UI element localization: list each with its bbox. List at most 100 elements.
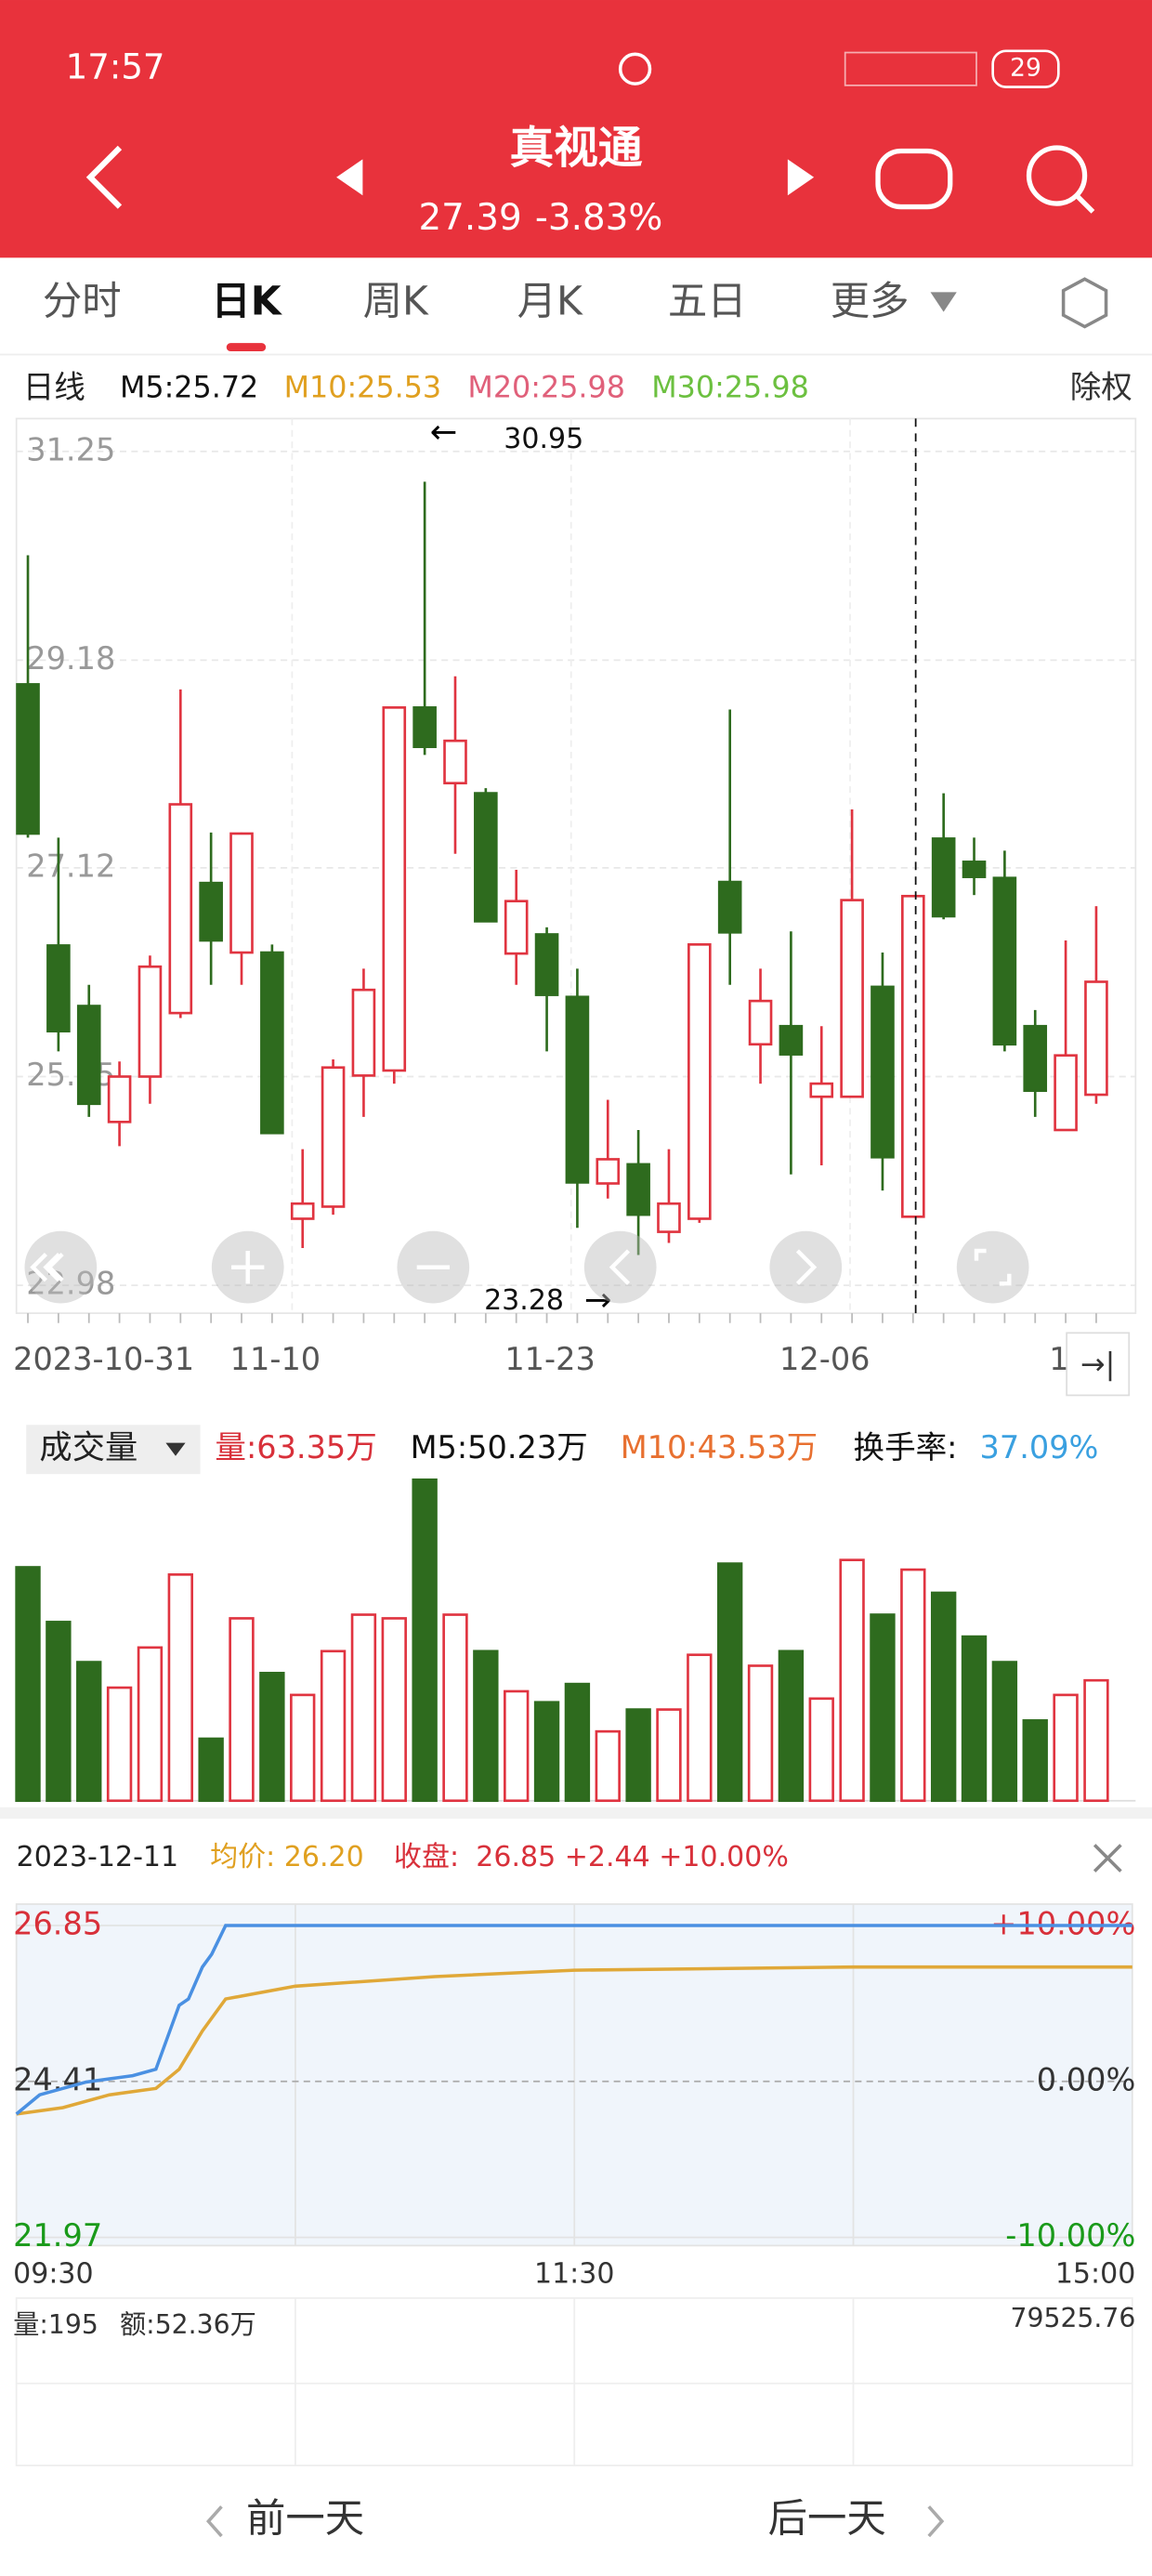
prev-stock[interactable] [336, 159, 363, 196]
next-day[interactable]: 后一天 [768, 2496, 886, 2542]
candle-body [1054, 1054, 1078, 1132]
low-label: 23.28 [484, 1284, 564, 1317]
stock-name: 真视通 [509, 124, 642, 175]
scroll-right[interactable] [769, 1230, 843, 1304]
candle-body [76, 1005, 101, 1106]
y-tick-label: 29.18 [26, 640, 115, 677]
kline-candles [16, 481, 1108, 1255]
adjust-button[interactable]: 除权 [1070, 369, 1132, 405]
fullscreen[interactable] [956, 1230, 1029, 1304]
volume-bar [961, 1635, 988, 1803]
candle-body [534, 933, 559, 996]
pct-label: 0.00% [1037, 2061, 1136, 2097]
x-tick-label: 11-23 [504, 1341, 595, 1377]
candle-body [779, 1024, 804, 1056]
volume-bar [15, 1566, 41, 1803]
ma30: M30:25.98 [651, 371, 809, 405]
tab[interactable]: 五日 [668, 278, 747, 323]
intraday-volume-grid [16, 2297, 1132, 2466]
volume-bar [350, 1613, 377, 1803]
close-button[interactable] [1093, 1844, 1122, 1873]
volume-bar [381, 1617, 407, 1803]
turnover-label: 换手率: [854, 1429, 958, 1465]
volume-bar [320, 1649, 347, 1803]
candle-body [717, 880, 742, 934]
tab[interactable]: 更多 [831, 278, 910, 323]
volume-bar [412, 1478, 438, 1803]
volume-bar [167, 1573, 193, 1803]
avg-line [16, 1965, 1132, 2116]
x-tick-label: 2023-10-31 [13, 1341, 194, 1377]
candle-body [565, 995, 590, 1184]
jump-latest[interactable] [1066, 1332, 1131, 1397]
prev-day[interactable]: 前一天 [246, 2496, 364, 2542]
y-tick-label: 31.25 [26, 431, 115, 467]
stock-price: 27.39 [418, 197, 521, 239]
jump-icon: →| [1080, 1347, 1115, 1382]
volume-bar [1053, 1693, 1079, 1803]
volume-bar [656, 1708, 682, 1803]
tab[interactable]: 月K [517, 278, 583, 323]
volume-bar [46, 1621, 72, 1803]
intraday-vol-max: 79525.76 [1011, 2303, 1136, 2333]
candle-body [229, 832, 254, 954]
volume-bar [290, 1693, 316, 1803]
candle-body [443, 739, 467, 785]
candle-body [931, 837, 956, 918]
next-stock[interactable] [787, 159, 815, 196]
candle-body [901, 894, 925, 1218]
candle-body [657, 1202, 681, 1233]
high-label: 30.95 [504, 423, 583, 455]
volume-bar [473, 1649, 499, 1803]
header-bg [0, 0, 1152, 258]
volume-bar [137, 1646, 164, 1803]
candle-body [871, 985, 895, 1159]
candle-body [137, 965, 163, 1078]
battery [991, 49, 1060, 88]
kline-label: 日线 [23, 369, 85, 405]
zoom-left[interactable] [24, 1230, 98, 1304]
candle-body [840, 899, 864, 1098]
volume-bar [778, 1649, 805, 1803]
tab[interactable]: 分时 [43, 278, 122, 323]
tab[interactable]: 周K [363, 278, 429, 323]
search-button[interactable] [1026, 145, 1088, 206]
volume-bar [76, 1661, 102, 1803]
volume-label: 成交量 [39, 1429, 137, 1467]
control-icons [30, 1248, 1012, 1286]
intraday-close: 26.85 +2.44 +10.00% [476, 1841, 789, 1873]
volume-bar [564, 1682, 591, 1803]
tab-indicator [226, 343, 267, 352]
volume-bar [991, 1661, 1018, 1803]
signal-icons [844, 51, 977, 86]
candle-body [1023, 1024, 1048, 1092]
volume-bar [229, 1617, 255, 1803]
volume-bar [198, 1737, 224, 1803]
tab[interactable]: 日K [211, 278, 282, 323]
x-tick-label: 12-06 [779, 1341, 870, 1377]
low-arrow: → [584, 1281, 612, 1320]
indicator-arrow [165, 1442, 186, 1456]
candle-body [260, 951, 284, 1135]
candle-body [962, 861, 987, 878]
tab-bar: 分时 日K 周K 月K 五日 更多 [43, 278, 910, 352]
volume-bar [106, 1686, 133, 1803]
time-label: 15:00 [1055, 2258, 1136, 2291]
candle-body [412, 706, 437, 749]
volume-value: 量:63.35万 [215, 1429, 376, 1465]
volume-bar [687, 1653, 713, 1803]
settings-button[interactable] [1061, 277, 1108, 329]
volume-bar [625, 1708, 651, 1803]
volume-bar [900, 1568, 926, 1803]
scroll-left[interactable] [583, 1230, 657, 1304]
robot-button[interactable] [875, 148, 953, 210]
candle-body [199, 881, 223, 942]
y-tick-label: 25.05 [26, 1057, 115, 1093]
volume-bar [595, 1729, 621, 1803]
back-button[interactable] [85, 145, 123, 209]
candle-body [290, 1202, 315, 1220]
candle-body [474, 792, 498, 923]
volume-bar [747, 1664, 774, 1803]
volume-m10: M10:43.53万 [621, 1429, 818, 1465]
